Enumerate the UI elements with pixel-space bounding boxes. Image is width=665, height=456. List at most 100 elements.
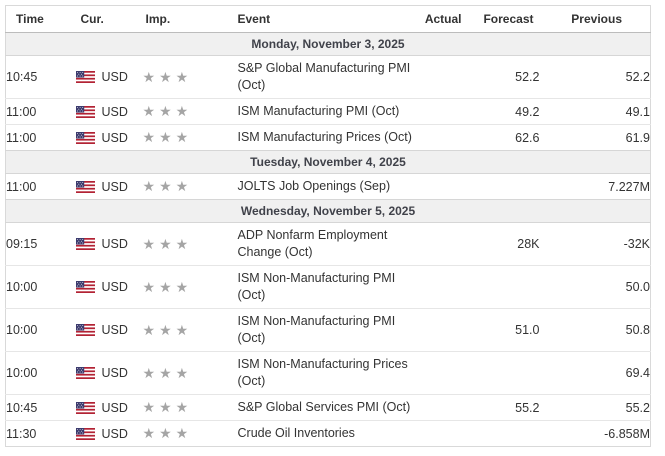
importance-stars: ★★★: [143, 322, 193, 338]
event-row[interactable]: 11:30 USD ★★★ Crude Oil Inventories -6.858M: [5, 420, 651, 447]
previous-value: 7.227M: [608, 179, 650, 194]
event-row[interactable]: 11:00 USD ★★★ ISM Manufacturing PMI (Oct) 4…: [5, 98, 651, 125]
previous-value: 55.2: [539, 394, 651, 421]
us-flag-icon: [75, 180, 95, 193]
us-flag-icon: [75, 367, 95, 379]
currency-code: USD: [101, 179, 128, 194]
us-flag-icon: [75, 105, 95, 118]
importance-stars: ★★★: [143, 129, 193, 145]
event-time: 11:00: [5, 124, 76, 151]
event-name[interactable]: ISM Non-Manufacturing PMI (Oct): [237, 308, 421, 352]
event-name[interactable]: ISM Non-Manufacturing PMI (Oct): [237, 265, 421, 309]
star-icon: ★: [175, 364, 193, 381]
actual-value: [420, 124, 468, 151]
actual-value: [420, 98, 468, 125]
previous-value: 49.1: [539, 98, 651, 125]
event-row[interactable]: 09:15 USD ★★★ ADP Nonfarm Employment Chang…: [6, 223, 651, 266]
forecast-value: 28K: [517, 237, 540, 251]
date-label: Monday, November 3, 2025: [5, 32, 651, 56]
event-row[interactable]: 10:00 USD ★★★ ISM Non-Manufacturing PMI (O…: [5, 265, 651, 309]
forecast-value: 51.0: [467, 308, 540, 352]
importance-stars: ★★★: [143, 178, 193, 194]
currency-code: USD: [101, 400, 128, 415]
star-icon: ★: [159, 278, 176, 295]
column-header-currency: Cur.: [75, 5, 143, 33]
currency-cell: USD: [75, 394, 143, 421]
us-flag-icon: [75, 281, 95, 293]
currency-code: USD: [101, 104, 128, 119]
event-row[interactable]: 10:45 USD ★★★ S&P Global Manufacturing PMI…: [6, 56, 651, 99]
event-time: 10:45: [6, 70, 38, 84]
star-icon: ★: [142, 364, 160, 381]
star-icon: ★: [142, 399, 160, 415]
importance-stars: ★★★: [143, 103, 193, 119]
us-flag-icon: [75, 427, 95, 440]
event-name[interactable]: JOLTS Job Openings (Sep): [237, 179, 391, 193]
event-row[interactable]: 11:00 USD ★★★ ISM Manufacturing Prices (Oc…: [5, 124, 651, 151]
star-icon: ★: [142, 178, 160, 194]
event-row[interactable]: 10:45 USD ★★★ S&P Global Services PMI (Oct…: [5, 394, 651, 421]
forecast-value: [467, 351, 540, 395]
actual-value: [420, 420, 468, 447]
previous-value: 50.0: [539, 265, 651, 309]
importance-cell: ★★★: [142, 420, 238, 447]
currency-cell: USD: [75, 98, 143, 125]
event-time: 10:00: [5, 265, 76, 309]
star-icon: ★: [159, 321, 176, 338]
currency-cell: USD: [75, 124, 143, 151]
event-row[interactable]: 10:00 USD ★★★ ISM Non-Manufacturing PMI (O…: [5, 308, 651, 352]
column-header-event: Event: [237, 5, 421, 33]
star-icon: ★: [175, 178, 193, 194]
star-icon: ★: [159, 103, 176, 119]
star-icon: ★: [175, 103, 193, 119]
currency-cell: USD: [75, 223, 143, 266]
star-icon: ★: [159, 425, 176, 441]
event-name[interactable]: ISM Non-Manufacturing Prices (Oct): [237, 351, 421, 395]
importance-cell: ★★★: [142, 265, 238, 309]
importance-cell: ★★★: [143, 56, 238, 99]
previous-value: 52.2: [625, 70, 650, 84]
forecast-value: 55.2: [467, 394, 540, 421]
star-icon: ★: [159, 364, 176, 381]
importance-cell: ★★★: [143, 174, 238, 200]
importance-cell: ★★★: [142, 124, 238, 151]
star-icon: ★: [142, 68, 160, 85]
us-flag-icon: [75, 71, 95, 83]
event-row[interactable]: 10:00 USD ★★★ ISM Non-Manufacturing Prices…: [5, 351, 651, 395]
event-name[interactable]: Crude Oil Inventories: [237, 420, 421, 447]
event-name[interactable]: S&P Global Services PMI (Oct): [237, 394, 421, 421]
us-flag-icon: [75, 131, 95, 144]
star-icon: ★: [159, 68, 176, 85]
column-header-importance: Imp.: [142, 5, 238, 33]
currency-cell: USD: [75, 351, 143, 395]
currency-code: USD: [101, 280, 128, 294]
actual-value: [420, 265, 468, 309]
date-label: Wednesday, November 5, 2025: [5, 199, 651, 223]
importance-cell: ★★★: [142, 98, 238, 125]
event-time: 10:45: [5, 394, 76, 421]
star-icon: ★: [175, 129, 193, 145]
star-icon: ★: [142, 321, 160, 338]
column-header-actual: Actual: [420, 5, 468, 33]
star-icon: ★: [175, 68, 193, 85]
currency-code: USD: [101, 323, 128, 337]
forecast-value: [468, 174, 540, 200]
event-name[interactable]: ISM Manufacturing Prices (Oct): [237, 124, 421, 151]
currency-cell: USD: [75, 265, 143, 309]
event-time: 10:00: [5, 308, 76, 352]
star-icon: ★: [142, 103, 160, 119]
event-name[interactable]: ADP Nonfarm Employment Change (Oct): [237, 228, 388, 259]
event-name[interactable]: S&P Global Manufacturing PMI (Oct): [237, 61, 411, 92]
currency-cell: USD: [75, 308, 143, 352]
importance-stars: ★★★: [143, 279, 193, 295]
us-flag-icon: [75, 401, 95, 414]
column-header-time: Time: [5, 5, 76, 33]
star-icon: ★: [159, 235, 176, 252]
previous-value: -6.858M: [539, 420, 651, 447]
currency-code: USD: [101, 130, 128, 145]
star-icon: ★: [175, 425, 193, 441]
event-time: 11:00: [5, 98, 76, 125]
forecast-value: [467, 420, 540, 447]
event-row[interactable]: 11:00 USD ★★★ JOLTS Job Openings (Sep) 7.22…: [6, 174, 651, 200]
event-name[interactable]: ISM Manufacturing PMI (Oct): [237, 98, 421, 125]
